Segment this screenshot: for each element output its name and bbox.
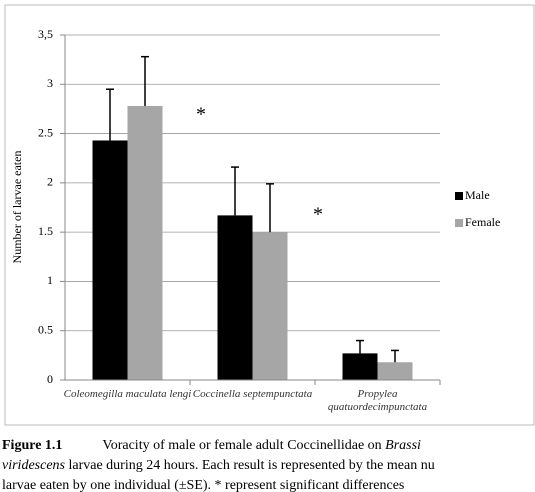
caption-text: larvae eaten by one individual (±SE). * … [2,478,405,492]
caption-text: Voracity of male or female adult Coccine… [102,438,386,453]
y-tick-label: 1 [47,273,53,287]
y-tick-label: 3,5 [38,27,53,41]
annotation: * [313,204,323,226]
caption-text: viridescens [2,458,65,473]
bar [127,105,163,380]
y-tick-label: 3 [47,76,53,90]
caption-line: larvae eaten by one individual (±SE). * … [2,478,404,492]
y-tick-label: 2.5 [38,125,53,139]
bar [92,140,128,380]
x-tick-label: Coccinella septempunctata [192,388,313,400]
caption-line: viridescens larvae during 24 hours. Each… [2,458,435,474]
caption-line: Figure 1.1 Voracity of male or female adu… [2,438,421,454]
chart-frame [4,4,535,426]
y-tick-label: 0.5 [38,322,53,336]
legend-label: Female [465,215,500,229]
annotation: * [196,104,206,126]
caption-text: larvae during 24 hours. Each result is r… [64,458,435,473]
legend-swatch [455,219,463,227]
caption-label: Figure 1.1 [2,438,63,453]
bar [377,362,413,380]
y-tick-label: 1.5 [38,224,53,238]
y-axis-label: Number of larvae eaten [10,151,24,264]
caption-text: Brassi [385,438,421,453]
legend-swatch [455,192,463,200]
y-tick-label: 0 [47,372,53,386]
bar [217,215,253,380]
bar [342,353,378,380]
x-tick-label: Coleomegilla maculata lengi [63,388,192,400]
bar [252,232,288,380]
x-tick-label: Propylea quatuordecimpunctata [327,388,428,413]
y-tick-label: 2 [47,175,53,189]
legend-label: Male [465,188,490,202]
